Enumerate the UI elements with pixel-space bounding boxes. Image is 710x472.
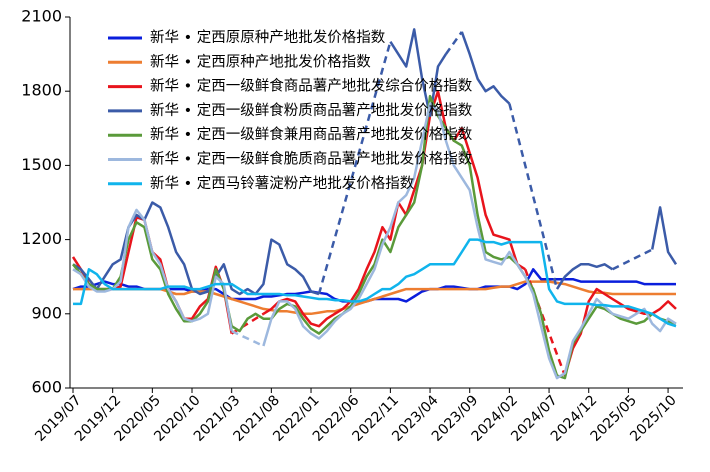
series-line	[460, 31, 511, 105]
legend-label: 新华 • 定西一级鲜食商品薯产地批发综合价格指数	[150, 78, 473, 95]
gap-bridge	[508, 103, 559, 290]
series-line	[72, 208, 233, 332]
series-line	[650, 206, 678, 265]
series-line	[72, 201, 320, 296]
gap-bridge	[231, 329, 264, 348]
series-line	[563, 287, 677, 376]
legend-label: 新华 • 定西马铃薯淀粉产地批发价格指数	[150, 175, 415, 192]
series-line	[555, 263, 614, 290]
y-tick-label: 600	[31, 378, 62, 397]
legend-label: 新华 • 定西原种产地批发价格指数	[150, 53, 371, 70]
gap-bridge	[444, 31, 463, 55]
series-line	[72, 94, 677, 380]
y-tick-label: 2100	[21, 7, 62, 26]
legend-label: 新华 • 定西一级鲜食脆质商品薯产地批发价格指数	[150, 150, 473, 168]
legend-label: 新华 • 定西一级鲜食粉质商品薯产地批发价格指数	[150, 102, 473, 119]
legend-label: 新华 • 定西一级鲜食兼用商品薯产地批发价格指数	[150, 126, 473, 143]
series-line	[73, 238, 677, 328]
series-line	[389, 28, 447, 118]
series-line	[262, 89, 526, 328]
series-line	[73, 280, 676, 316]
legend-label: 新华 • 定西原原种产地批发价格指数	[150, 29, 386, 46]
y-tick-label: 900	[31, 303, 62, 322]
y-tick-label: 1200	[21, 229, 62, 248]
y-tick-label: 1500	[21, 155, 62, 174]
gap-bridge	[611, 248, 653, 271]
gap-bridge	[317, 41, 392, 295]
y-tick-label: 1800	[21, 81, 62, 100]
series-line	[262, 102, 677, 380]
